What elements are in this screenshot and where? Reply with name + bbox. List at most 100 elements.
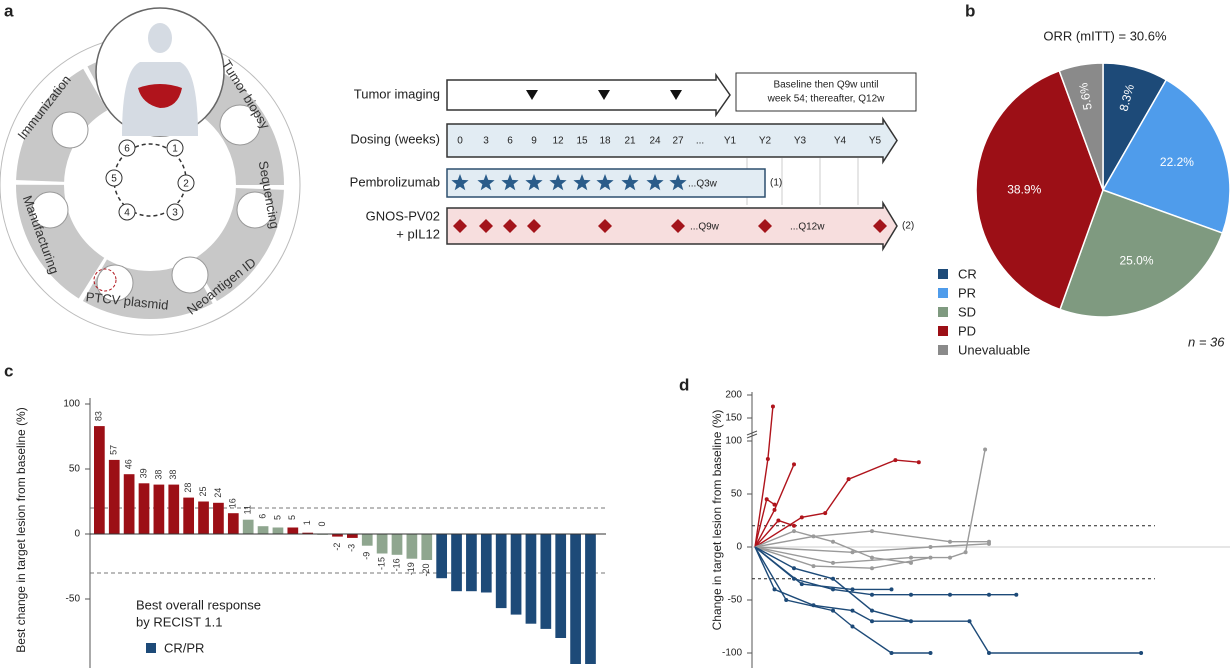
pembro-dose <box>451 174 469 191</box>
line-point <box>776 518 781 523</box>
step-circle <box>118 139 136 157</box>
gnos-dose <box>503 219 517 233</box>
legend-swatch <box>146 643 156 653</box>
panel-label: b <box>965 1 975 20</box>
line-point <box>870 566 874 571</box>
line-point <box>850 624 855 629</box>
step-number: 4 <box>124 208 130 219</box>
pembro-schedule: ...Q3w <box>688 179 718 190</box>
pembro-dose <box>549 174 567 191</box>
line-point <box>792 462 796 467</box>
bar-value-label: -100 <box>585 667 595 668</box>
bar-value-label: -69 <box>525 629 535 642</box>
bar-value-label: 6 <box>257 514 267 519</box>
step-number: 2 <box>183 179 189 190</box>
bar-value-label: 5 <box>287 515 297 520</box>
gnos-schedule: ...Q12w <box>790 222 825 233</box>
bar-value-label: -15 <box>376 557 386 570</box>
step-circle <box>166 139 184 157</box>
line-point <box>909 592 913 597</box>
bar <box>287 527 299 534</box>
bar <box>510 534 522 615</box>
line-point <box>909 619 913 624</box>
step-number: 3 <box>172 208 178 219</box>
legend-label: CR <box>958 266 977 281</box>
gnos-dose <box>671 219 685 233</box>
legend-swatch <box>938 326 948 336</box>
icon-sequencing <box>236 191 274 229</box>
line-series <box>754 546 1142 654</box>
pembro-dose <box>621 174 639 191</box>
imaging-note: Baseline then Q9w until <box>773 80 878 91</box>
week-label: 9 <box>531 136 537 147</box>
line-series <box>754 546 1017 596</box>
line-point <box>948 555 952 560</box>
pie-value-label: 5.6% <box>1076 81 1095 111</box>
pie-value-label: 25.0% <box>1120 253 1154 267</box>
line-point <box>850 587 855 592</box>
pie-slice <box>1058 62 1104 191</box>
bar <box>451 534 462 592</box>
pembro-dose <box>477 174 495 191</box>
line-point <box>850 608 855 613</box>
bar-value-label: -57 <box>496 614 506 627</box>
imaging-marker <box>526 90 538 100</box>
pie-slice <box>1059 189 1224 318</box>
y-tick-label: 0 <box>736 542 742 553</box>
line-point <box>948 539 952 544</box>
line-point <box>870 529 874 534</box>
row-label: GNOS-PV02 <box>366 208 440 223</box>
line-point <box>987 541 991 546</box>
pembro-note: (1) <box>770 178 782 189</box>
liver <box>138 84 182 108</box>
legend-swatch <box>938 307 948 317</box>
week-label: 21 <box>624 136 636 147</box>
bar <box>108 459 120 534</box>
gnos-schedule: ...Q9w <box>690 222 720 233</box>
week-label: 12 <box>552 136 564 147</box>
bar <box>168 484 180 534</box>
bar <box>332 534 343 537</box>
line-point <box>831 587 835 592</box>
line-point <box>889 651 894 655</box>
legend-label: Unevaluable <box>958 342 1030 357</box>
line-point <box>928 555 933 560</box>
step-number: 1 <box>172 144 178 155</box>
week-label: 27 <box>672 136 684 147</box>
bar <box>94 426 105 534</box>
bar-value-label: 16 <box>228 498 238 508</box>
pie-slice <box>1101 78 1230 234</box>
legend-swatch <box>938 288 948 298</box>
line-series <box>754 546 931 569</box>
row-label: Dosing (weeks) <box>350 131 440 146</box>
bar-value-label: 28 <box>183 483 193 493</box>
line-point <box>831 608 835 613</box>
legend-label: PD <box>958 323 976 338</box>
bar <box>153 484 165 534</box>
gnos-note: (2) <box>902 221 914 232</box>
bar-value-label: -45 <box>481 598 491 611</box>
bar-value-label: 5 <box>272 515 282 520</box>
bar <box>302 532 314 534</box>
y-tick-label: -50 <box>728 595 743 606</box>
imaging-marker <box>598 90 610 100</box>
line-point <box>870 555 874 560</box>
bar-value-label: -62 <box>510 620 520 633</box>
pembro-dose <box>573 174 591 191</box>
dosing-arrow <box>446 116 898 165</box>
bar-value-label: 46 <box>123 459 133 469</box>
line-series <box>754 530 989 548</box>
pie-slice <box>975 69 1104 311</box>
bar <box>525 534 537 624</box>
bar-value-label: -44 <box>451 597 461 610</box>
step-circle <box>166 203 184 221</box>
week-label: 6 <box>507 136 513 147</box>
week-label: ... <box>696 136 704 147</box>
pembro-dose <box>669 174 687 191</box>
y-tick-label: 150 <box>725 413 742 424</box>
row-label: Pembrolizumab <box>350 174 440 189</box>
week-label: 15 <box>576 136 588 147</box>
pie-value-label: 22.2% <box>1160 155 1194 169</box>
line-point <box>987 651 991 655</box>
line-point <box>784 598 789 602</box>
